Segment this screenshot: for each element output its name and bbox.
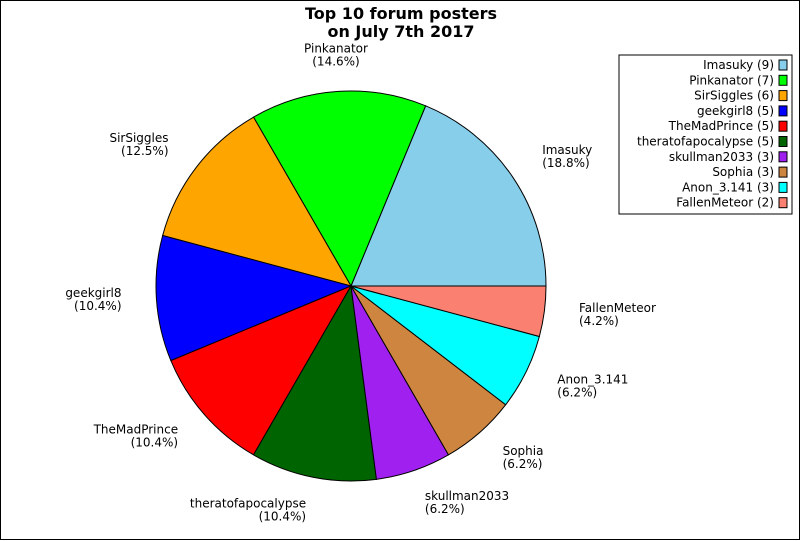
legend-swatch-themadprince — [778, 120, 788, 132]
slice-themadprince — [170, 284, 353, 456]
legend-label-anon-3-141: Anon_3.141 (3) — [682, 180, 774, 194]
legend-label-geekgirl8: geekgirl8 (5) — [697, 104, 774, 118]
pie-labels: Imasuky(18.8%) Pinkanator(14.6%) SirSiggle… — [65, 42, 656, 524]
legend-swatch-fallenmeteor — [778, 197, 788, 209]
slice-imasuky — [350, 105, 547, 287]
chart-title-line-1: Top 10 forum posters — [305, 4, 497, 23]
slice-label-sirsiggles: SirSiggles — [109, 131, 168, 145]
legend-swatch-geekgirl8 — [778, 105, 788, 117]
slice-label-themadprince: TheMadPrince — [93, 423, 179, 437]
legend-label-pinkanator: Pinkanator (7) — [689, 73, 774, 87]
slice-label-theratofapocalypse: theratofapocalypse — [190, 497, 306, 511]
legend-label-fallenmeteor: FallenMeteor (2) — [676, 196, 774, 210]
slice-pct-themadprince: (10.4%) — [131, 436, 178, 450]
legend-swatch-skullman2033 — [778, 151, 788, 163]
legend-label-sophia: Sophia (3) — [712, 165, 774, 179]
legend-swatch-theratofapocalypse — [778, 136, 788, 147]
slice-label-imasuky: Imasuky — [542, 143, 592, 157]
slice-label-geekgirl8: geekgirl8 — [65, 286, 121, 300]
slice-pct-geekgirl8: (10.4%) — [74, 299, 121, 313]
slice-pct-imasuky: (18.8%) — [542, 156, 589, 170]
legend-label-imasuky: Imasuky (9) — [703, 58, 774, 72]
slice-label-skullman2033: skullman2033 — [425, 489, 509, 503]
slice-label-pinkanator: Pinkanator — [304, 42, 368, 56]
slice-pct-theratofapocalypse: (10.4%) — [259, 510, 306, 524]
slice-pct-pinkanator: (14.6%) — [312, 55, 359, 69]
legend-box — [618, 54, 793, 215]
slice-sirsiggles — [162, 116, 353, 287]
slice-pct-skullman2033: (6.2%) — [425, 502, 465, 516]
legend-swatch-anon-3-141 — [778, 181, 788, 193]
legend-swatch-sophia — [778, 166, 788, 178]
legend-swatch-imasuky — [778, 59, 788, 71]
slice-label-fallenmeteor: FallenMeteor — [579, 301, 656, 315]
legend-label-skullman2033: skullman2033 (3) — [669, 150, 774, 164]
slice-pinkanator — [252, 90, 427, 288]
slice-pct-sophia: (6.2%) — [503, 457, 543, 471]
legend-swatch-pinkanator — [778, 74, 788, 86]
legend-swatch-sirsiggles — [778, 90, 788, 102]
slice-label-sophia: Sophia — [503, 444, 544, 458]
legend: Imasuky (9)Pinkanator (7) SirSiggles (6)g… — [618, 54, 793, 215]
pie-slices — [155, 90, 547, 482]
legend-label-sirsiggles: SirSiggles (6) — [694, 89, 774, 103]
legend-label-theratofapocalypse: theratofapocalypse (5) — [637, 135, 774, 149]
slice-geekgirl8 — [155, 234, 353, 362]
slice-label-anon-3-141: Anon_3.141 — [557, 373, 628, 387]
slice-pct-anon-3-141: (6.2%) — [557, 386, 597, 400]
slice-theratofapocalypse — [252, 284, 378, 482]
slice-pct-sirsiggles: (12.5%) — [121, 144, 168, 158]
chart-title-line-2: on July 7th 2017 — [327, 22, 474, 41]
slice-pct-fallenmeteor: (4.2%) — [579, 314, 619, 328]
legend-label-themadprince: TheMadPrince (5) — [668, 119, 774, 133]
slice-fallenmeteor — [350, 285, 547, 338]
